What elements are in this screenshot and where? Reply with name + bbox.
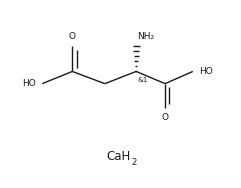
Text: O: O [69, 32, 76, 41]
Text: HO: HO [22, 79, 36, 88]
Text: 2: 2 [131, 158, 136, 167]
Text: HO: HO [199, 67, 213, 76]
Text: NH₂: NH₂ [137, 32, 154, 41]
Text: O: O [161, 113, 169, 122]
Text: &1: &1 [138, 77, 148, 83]
Text: CaH: CaH [106, 149, 130, 163]
